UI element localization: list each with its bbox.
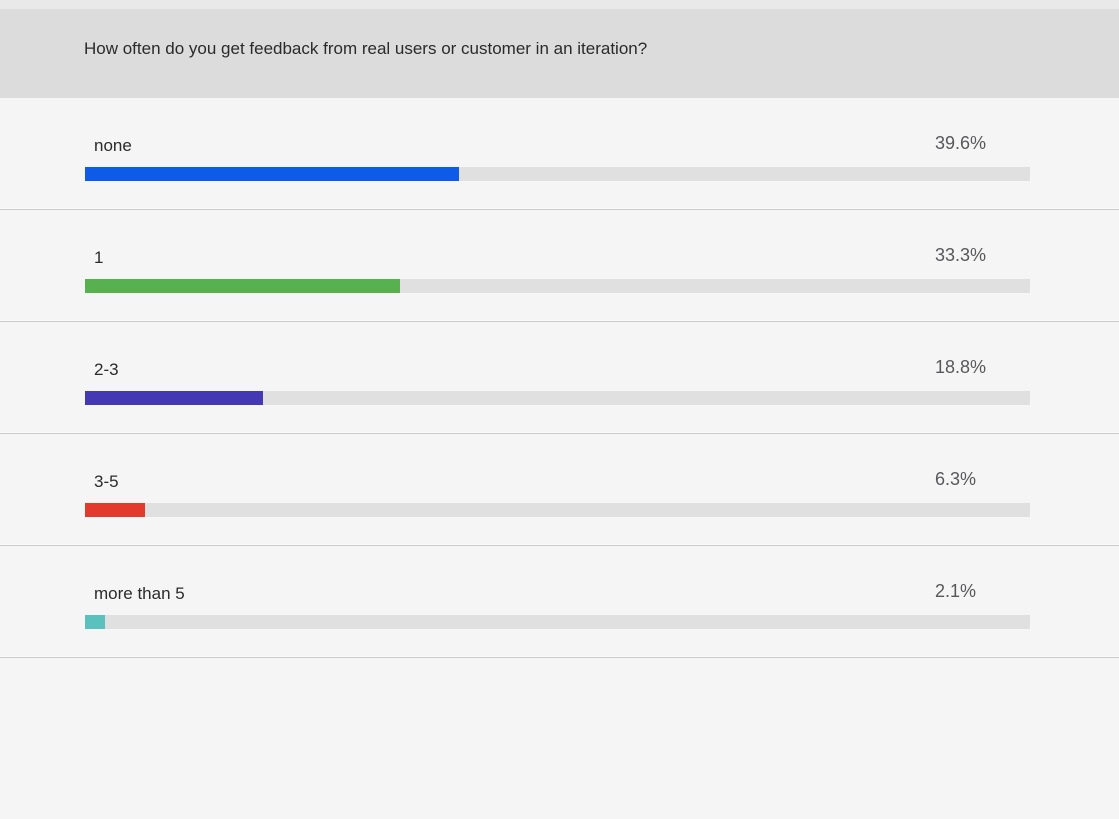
question-header: How often do you get feedback from real … xyxy=(0,9,1119,98)
percentage-label: 39.6% xyxy=(935,133,987,153)
answer-label: 1 xyxy=(94,248,104,267)
bar-track xyxy=(85,615,1030,629)
bar-fill xyxy=(85,167,460,181)
percentage-label: 6.3% xyxy=(935,469,977,489)
answer-label: 3-5 xyxy=(94,472,119,491)
bar-fill xyxy=(85,503,145,517)
percentage-label: 18.8% xyxy=(935,357,987,377)
bar-track xyxy=(85,167,1030,181)
top-strip xyxy=(0,0,1119,9)
results-list: none 39.6% 1 33.3% 2-3 18.8% 3-5 6.3% mo… xyxy=(0,98,1119,658)
result-row: more than 5 2.1% xyxy=(0,546,1119,658)
answer-label: more than 5 xyxy=(94,584,185,603)
bar-fill xyxy=(85,391,263,405)
answer-label: 2-3 xyxy=(94,360,119,379)
bar-fill xyxy=(85,279,400,293)
percentage-label: 33.3% xyxy=(935,245,987,265)
question-title: How often do you get feedback from real … xyxy=(84,39,648,58)
bar-fill xyxy=(85,615,105,629)
result-row: 3-5 6.3% xyxy=(0,434,1119,546)
bar-track xyxy=(85,391,1030,405)
result-row: 2-3 18.8% xyxy=(0,322,1119,434)
result-row: none 39.6% xyxy=(0,98,1119,210)
bar-track xyxy=(85,279,1030,293)
bar-track xyxy=(85,503,1030,517)
result-row: 1 33.3% xyxy=(0,210,1119,322)
answer-label: none xyxy=(94,136,132,155)
percentage-label: 2.1% xyxy=(935,581,977,601)
survey-results-page: How often do you get feedback from real … xyxy=(0,0,1119,658)
